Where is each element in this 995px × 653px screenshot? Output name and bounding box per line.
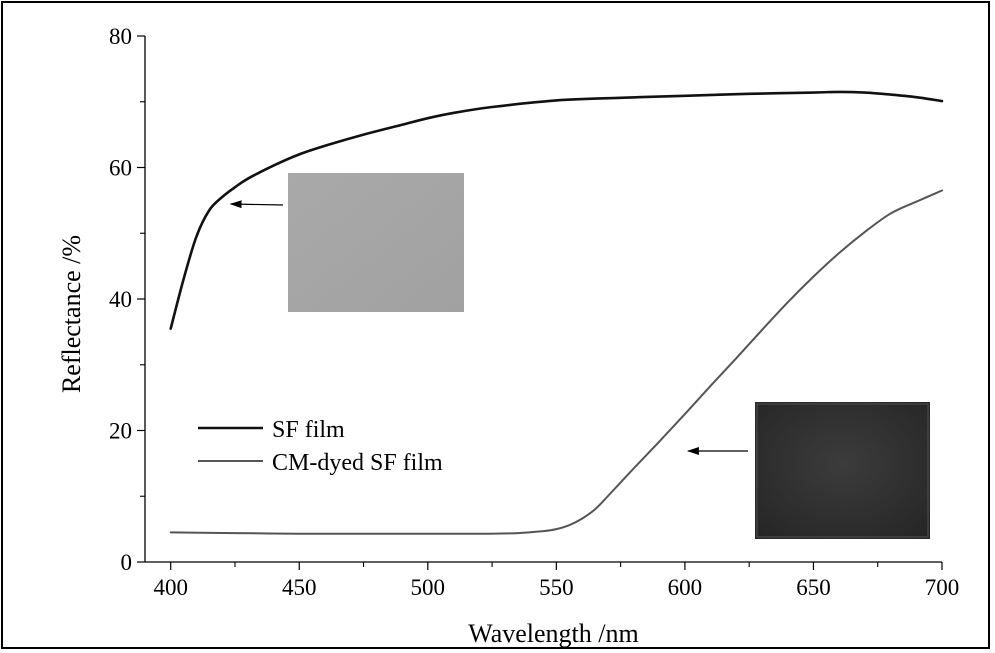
x-tick-label: 550 bbox=[539, 575, 574, 600]
x-tick-label: 450 bbox=[282, 575, 317, 600]
x-tick-label: 650 bbox=[796, 575, 831, 600]
y-tick-label: 0 bbox=[121, 550, 133, 575]
y-tick-label: 60 bbox=[109, 156, 132, 181]
x-tick-label: 700 bbox=[925, 575, 960, 600]
x-tick-label: 600 bbox=[668, 575, 703, 600]
y-tick-label: 20 bbox=[109, 419, 132, 444]
inset-photos bbox=[229, 173, 930, 539]
arrow-to-sf-film bbox=[229, 200, 284, 209]
y-tick-label: 80 bbox=[109, 24, 132, 49]
legend: SF film CM-dyed SF film bbox=[198, 417, 443, 476]
inset-photo-sf-film bbox=[288, 173, 464, 312]
legend-label-1: SF film bbox=[272, 417, 345, 443]
axis-ticks: 400 450 500 550 600 650 700 0 20 40 60 80 bbox=[109, 24, 959, 600]
inset-photo-cm-dyed-film bbox=[755, 402, 930, 539]
inset-photo-edge bbox=[756, 403, 929, 538]
series-layer bbox=[169, 90, 944, 535]
legend-label-2: CM-dyed SF film bbox=[272, 450, 443, 476]
x-axis-title: Wavelength /nm bbox=[468, 619, 638, 648]
y-tick-label: 40 bbox=[109, 287, 132, 312]
y-axis-title: Reflectance /% bbox=[57, 235, 86, 393]
x-tick-label: 400 bbox=[153, 575, 188, 600]
series-line-1 bbox=[169, 90, 944, 330]
series-line-2 bbox=[169, 189, 943, 535]
x-tick-label: 500 bbox=[411, 575, 446, 600]
